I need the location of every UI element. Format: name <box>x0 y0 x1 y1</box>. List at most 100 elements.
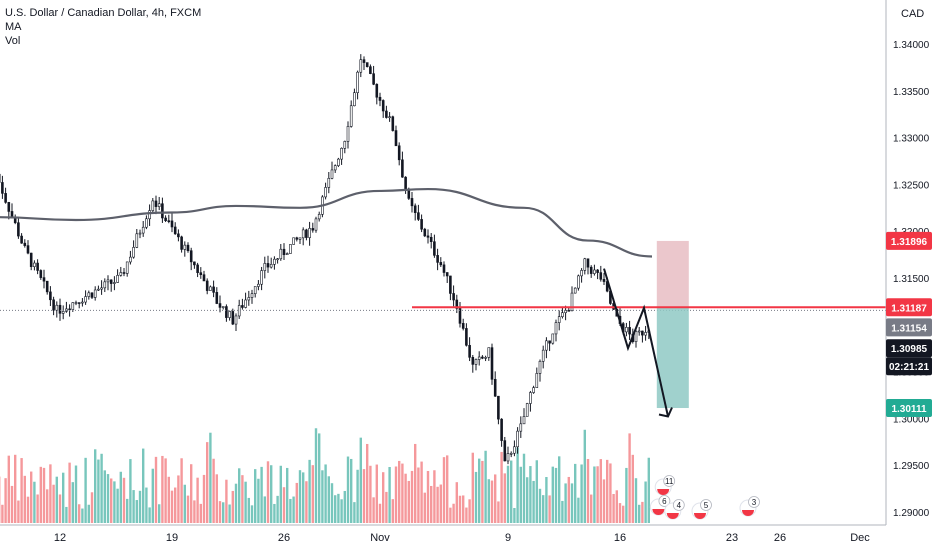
candle-body <box>196 264 199 273</box>
candle-body <box>106 279 110 283</box>
volume-bar <box>382 472 385 523</box>
candle-body <box>90 292 94 298</box>
price-axis[interactable]: 1.340001.335001.330001.325001.320001.315… <box>893 40 930 519</box>
volume-bar <box>510 460 513 523</box>
volume-bar <box>535 460 538 523</box>
event-marker[interactable]: 4 <box>664 499 685 520</box>
candle-body <box>509 452 513 455</box>
candle-body <box>81 301 84 304</box>
volume-bar <box>327 476 330 523</box>
volume-bar <box>615 490 618 523</box>
indicator-ma-label[interactable]: MA <box>5 21 22 33</box>
economic-events[interactable]: 11 6 4 5 3 <box>649 475 760 520</box>
candle-body <box>391 116 395 131</box>
candle-body <box>148 210 151 220</box>
volume-bar <box>250 505 254 523</box>
candle-body <box>231 311 235 325</box>
volume-bar <box>318 433 321 523</box>
volume-bar <box>564 483 567 523</box>
stop-loss-zone[interactable] <box>656 240 689 308</box>
volume-bar <box>308 459 311 523</box>
volume-bar <box>378 503 382 523</box>
candle-body <box>644 332 647 336</box>
candle-body <box>442 264 446 273</box>
candle-body <box>71 302 75 310</box>
event-marker[interactable]: 3 <box>739 496 760 517</box>
candle-body <box>161 203 164 219</box>
candle-body <box>583 258 587 271</box>
volume-bar <box>580 464 583 523</box>
volume-bar <box>430 485 433 523</box>
volume-bar <box>161 455 164 523</box>
candle-body <box>513 446 516 454</box>
candle-body <box>359 59 363 73</box>
volume-bar <box>39 466 42 523</box>
candle-body <box>404 176 407 190</box>
candle-body <box>519 423 523 432</box>
price-tick-label: 1.29000 <box>893 508 930 519</box>
volume-bar <box>17 500 20 523</box>
candle-body <box>461 323 465 329</box>
volume-bar <box>506 465 510 523</box>
volume-bar <box>218 501 222 523</box>
candle-body <box>58 304 62 314</box>
volume-bar <box>359 437 362 523</box>
candle-body <box>4 193 7 203</box>
candle-body <box>93 289 97 298</box>
candle-body <box>177 233 180 238</box>
take-profit-zone[interactable] <box>656 307 689 409</box>
badge-bg <box>886 298 932 317</box>
volume-bar <box>42 467 46 523</box>
volume-bar <box>110 478 113 523</box>
candle-body <box>423 228 427 237</box>
candle-body <box>477 356 481 360</box>
event-marker[interactable]: 6 <box>649 495 671 516</box>
candle-body <box>145 218 148 228</box>
candle-body <box>362 59 366 63</box>
volume-bar <box>398 460 401 523</box>
volume-bar <box>500 451 503 523</box>
volume-bar <box>292 496 295 523</box>
event-marker[interactable]: 11 <box>654 475 676 496</box>
candle-body <box>394 130 398 147</box>
volume-bar <box>4 478 7 523</box>
candle-body <box>497 395 500 420</box>
volume-bar <box>84 457 87 523</box>
volume-bar <box>471 452 474 523</box>
candle-body <box>337 158 340 166</box>
candle-body <box>506 453 510 462</box>
volume-bar <box>135 500 138 523</box>
time-tick-label: 19 <box>166 532 178 544</box>
volume-bar <box>513 507 516 523</box>
candle-body <box>225 306 228 318</box>
volume-bar <box>10 485 14 523</box>
volume-bar <box>142 448 145 523</box>
event-count-bubble <box>663 475 676 487</box>
price-tick-label: 1.33500 <box>893 87 930 98</box>
volume-bar <box>295 482 298 523</box>
projection-path-drawing[interactable] <box>603 268 669 417</box>
candle-body <box>74 302 78 304</box>
volume-bar <box>55 476 58 523</box>
symbol-title[interactable]: U.S. Dollar / Canadian Dollar, 4h, FXCM <box>5 7 202 19</box>
volume-bar <box>407 480 410 523</box>
volume-bar <box>231 490 234 523</box>
price-badge: 1.31896 <box>886 231 932 250</box>
time-axis[interactable]: 12 19 26 Nov 9 16 23 26 Dec <box>54 532 870 544</box>
volume-bar <box>532 480 535 523</box>
candle-body <box>330 169 334 179</box>
price-tick-label: 1.33000 <box>893 134 930 145</box>
candle-body <box>356 71 359 93</box>
candle-body <box>564 310 567 314</box>
volume-bar <box>599 459 602 523</box>
candle-body <box>516 430 519 448</box>
candle-body <box>554 322 558 335</box>
event-marker[interactable]: 5 <box>691 499 712 520</box>
volume-bar <box>260 466 263 523</box>
volume-bar <box>596 466 599 523</box>
time-tick-label: 23 <box>726 532 738 544</box>
candle-body <box>36 262 39 271</box>
volume-bar <box>94 449 97 523</box>
indicator-vol-label[interactable]: Vol <box>5 35 21 47</box>
